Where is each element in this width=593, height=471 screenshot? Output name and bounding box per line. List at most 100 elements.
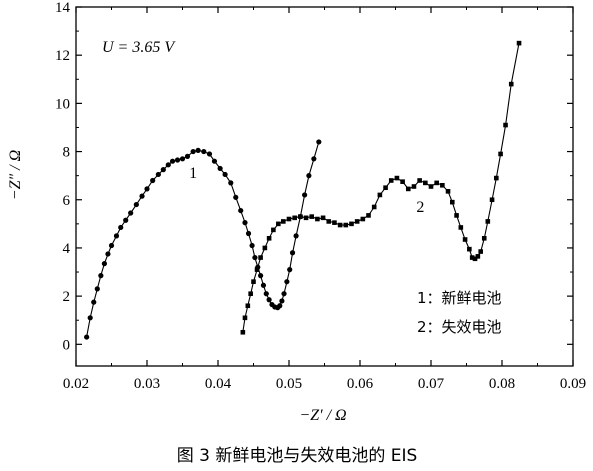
series-1-point [222, 171, 228, 178]
series-1-point [249, 242, 255, 249]
series-2-point [271, 227, 276, 233]
series-1-point [94, 286, 100, 292]
series-2-point [440, 182, 445, 188]
y-tick-label: 8 [63, 145, 71, 161]
series-2-point [309, 214, 315, 219]
series-1-point [128, 210, 134, 216]
series-1-point [277, 303, 283, 309]
series-1-point [165, 162, 171, 168]
figure-caption: 图 3 新鲜电池与失效电池的 EIS [177, 446, 418, 466]
series-1-point [293, 233, 299, 239]
curve-label-1: 1 [189, 165, 197, 182]
series-2-point [286, 216, 292, 222]
series-2-point [411, 184, 417, 189]
series-1-point [179, 156, 186, 162]
series-2-point [320, 215, 326, 221]
series-2-point [462, 237, 468, 242]
y-tick-label: 10 [55, 96, 70, 112]
voltage-annotation: U = 3.65 V [102, 39, 176, 56]
series-2-point [248, 291, 253, 297]
series-2 [240, 40, 522, 335]
series-2-point [360, 216, 366, 222]
series-1-point [190, 148, 196, 155]
series-1-point [316, 139, 322, 145]
axis-ticks: 0.02 0.03 0.04 0.05 0.06 0.07 0.08 0.09 0 2 4 6 8 10 1… [55, 0, 586, 392]
series-2-point [242, 315, 248, 321]
x-tick-label: 0.09 [560, 376, 586, 392]
series-1-point [101, 261, 107, 267]
series-2-point [467, 246, 472, 252]
series-1-point [155, 171, 161, 178]
series-2-point [281, 219, 286, 224]
series-2-point [343, 222, 349, 228]
series-1-point [284, 279, 290, 285]
legend-entry-1: 1：新鲜电池 [417, 289, 502, 307]
series-1-point [174, 157, 181, 163]
series-1-point [105, 251, 111, 257]
series-2-point [245, 303, 251, 309]
series-2-point [428, 184, 434, 189]
series-1-point [311, 156, 317, 162]
series-1-point [228, 180, 234, 186]
series-2-point [450, 199, 455, 205]
series-1-point [123, 217, 129, 223]
series-1-point [98, 273, 104, 279]
y-tick-label: 4 [63, 241, 71, 257]
series-2-point [458, 225, 464, 230]
series-2-point [337, 222, 343, 228]
series-1-point [201, 148, 207, 155]
x-tick-label: 0.06 [347, 376, 374, 392]
x-tick-label: 0.04 [205, 376, 232, 392]
series-1-point [266, 297, 272, 303]
series-2-point [489, 197, 495, 203]
series-1-point [211, 158, 218, 164]
x-tick-label: 0.02 [63, 376, 89, 392]
series-1-point [133, 201, 139, 208]
x-tick-label: 0.07 [418, 376, 445, 392]
plot-frame [75, 6, 574, 367]
series-2-point [266, 236, 272, 241]
series-2-point [498, 151, 503, 157]
x-tick-label: 0.08 [489, 376, 515, 392]
series-1-point [160, 167, 166, 173]
series-1-point [302, 192, 308, 198]
series-2-point [445, 189, 451, 194]
series-2-point [475, 254, 481, 259]
series-1-point [113, 233, 120, 239]
series-1-point [260, 282, 267, 288]
series-1-point [144, 186, 150, 192]
series-2-point [469, 255, 475, 260]
x-tick-label: 0.05 [276, 376, 302, 392]
series-1-point [118, 224, 124, 231]
series-1-point [263, 291, 269, 297]
series-2-point [349, 221, 354, 227]
series-1-point [242, 220, 248, 226]
series-1-point [87, 315, 93, 321]
series-2-point [503, 122, 508, 128]
series-2-point [276, 221, 281, 227]
series-2-point [417, 178, 422, 183]
series-1-point [252, 254, 258, 261]
series-1-point [195, 147, 201, 153]
series-2-point [516, 40, 522, 46]
series-1-point [281, 291, 287, 297]
series-2-point [326, 219, 332, 224]
series-1-point [150, 177, 156, 184]
series-2-point [454, 213, 459, 218]
series-2-point [508, 81, 514, 87]
series-1-point [287, 267, 293, 273]
series-1-point [217, 165, 223, 172]
series-2-point [423, 180, 428, 186]
x-axis-label: −Z′ / Ω [299, 407, 346, 424]
y-tick-label: 2 [63, 289, 71, 305]
series-1-point [206, 151, 213, 157]
y-tick-label: 6 [63, 193, 71, 209]
series-2-point [405, 186, 411, 192]
series-2-point [400, 179, 405, 184]
series-2-point [315, 216, 320, 222]
series-2-point [354, 219, 360, 224]
series-2-point [251, 279, 256, 284]
series-1-point [84, 334, 90, 340]
series-1-point [245, 230, 252, 237]
series-2-point [494, 175, 499, 181]
